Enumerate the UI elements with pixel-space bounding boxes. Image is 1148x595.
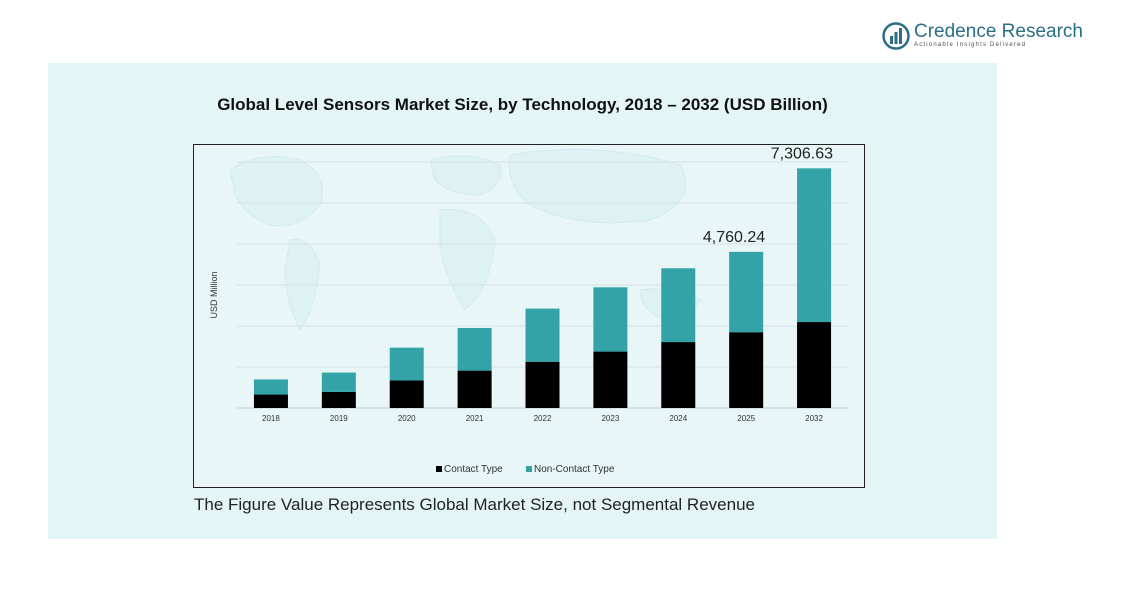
bar-non-contact-2023 — [593, 287, 628, 352]
x-tick-label: 2020 — [398, 414, 416, 423]
data-label: 4,760.24 — [703, 229, 765, 246]
brand-logo: Credence Research Actionable Insights De… — [882, 20, 1083, 54]
x-tick-label: 2019 — [330, 414, 348, 423]
x-tick-label: 2018 — [262, 414, 280, 423]
legend-swatch — [436, 466, 442, 472]
bar-contact-2023 — [593, 351, 628, 408]
bar-chart-logo-icon — [882, 22, 910, 50]
legend-swatch — [526, 466, 532, 472]
bar-contact-2021 — [457, 370, 492, 408]
x-tick-label: 2023 — [601, 414, 619, 423]
map-shape — [429, 155, 502, 196]
x-tick-label: 2022 — [534, 414, 552, 423]
y-axis-label: USD Million — [209, 271, 219, 318]
x-tick-label: 2021 — [466, 414, 484, 423]
bar-non-contact-2024 — [661, 268, 696, 343]
map-shape — [439, 208, 496, 311]
legend: Contact Type Non-Contact Type — [436, 464, 615, 475]
bar-non-contact-2019 — [321, 372, 356, 392]
bars — [253, 168, 832, 408]
x-tick-label: 2024 — [669, 414, 687, 423]
bar-non-contact-2032 — [797, 168, 832, 323]
bar-contact-2019 — [321, 391, 356, 408]
x-tick-label: 2032 — [805, 414, 823, 423]
bar-non-contact-2025 — [729, 251, 764, 333]
bar-contact-2025 — [729, 332, 764, 408]
bar-contact-2032 — [797, 322, 832, 408]
bar-non-contact-2021 — [457, 327, 492, 371]
bar-contact-2022 — [525, 361, 560, 408]
bar-contact-2020 — [389, 380, 424, 408]
x-tick-label: 2025 — [737, 414, 755, 423]
data-label: 7,306.63 — [771, 145, 833, 162]
legend-label: Non-Contact Type — [534, 464, 615, 475]
labels: 2018 2019 2020 2021 2022 2023 2024 2025 4,760.24… — [209, 145, 833, 423]
map-shape — [508, 148, 687, 224]
legend-label: Contact Type — [444, 464, 503, 475]
bar-non-contact-2020 — [389, 347, 424, 381]
map-shape — [229, 156, 323, 227]
bar-contact-2024 — [661, 342, 696, 408]
brand-name: Credence Research — [914, 21, 1083, 42]
footnote: The Figure Value Represents Global Marke… — [194, 495, 755, 514]
world-map-watermark — [229, 148, 701, 331]
chart-title: Global Level Sensors Market Size, by Tec… — [217, 95, 828, 114]
bar-non-contact-2018 — [253, 379, 288, 395]
brand-tagline: Actionable Insights Delivered — [914, 42, 1027, 48]
bar-contact-2018 — [253, 394, 288, 408]
bar-non-contact-2022 — [525, 308, 560, 362]
